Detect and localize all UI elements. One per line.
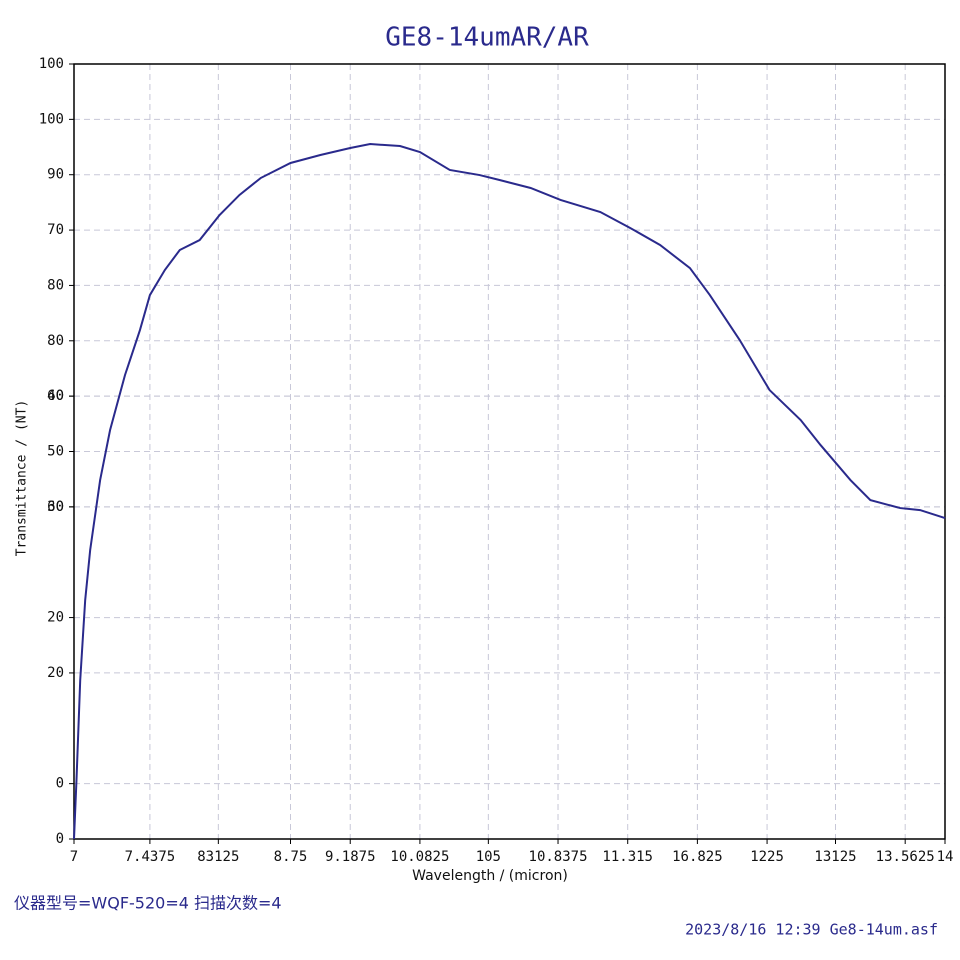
x-tick-label: 11.315 — [602, 849, 653, 865]
instrument-info: 仪器型号=WQF-520=4 扫描次数=4 — [14, 894, 282, 913]
x-tick-label: 8.75 — [274, 849, 308, 865]
data-line — [73, 143, 946, 840]
chart-title: GE8-14umAR/AR — [385, 23, 589, 53]
x-tick-label: 13125 — [814, 849, 856, 865]
timestamp: 2023/8/16 12:39 Ge8-14um.asf — [685, 921, 938, 939]
y-tick-label: 0 — [56, 776, 64, 792]
y-tick-label: 70 — [47, 222, 64, 238]
y-tick-label: 80 — [47, 333, 64, 349]
y-tick-label: 20 — [47, 610, 64, 626]
x-tick-label: 7.4375 — [125, 849, 176, 865]
x-tick-label: 9.1875 — [325, 849, 376, 865]
y-tick-label: 80 — [47, 277, 64, 293]
y-tick-label: 100 — [39, 111, 64, 127]
x-tick-label: 7 — [70, 849, 78, 865]
y-tick-label: 20 — [47, 665, 64, 681]
y-tick-label: 90 — [47, 167, 64, 183]
x-tick-label: 14 — [937, 849, 954, 865]
x-tick-label: 10.8375 — [529, 849, 588, 865]
x-tick-label: 10.0825 — [390, 849, 449, 865]
plot-frame — [73, 63, 946, 840]
y-tick-label: 40 — [47, 388, 64, 404]
y-tick-label: 50 — [47, 444, 64, 460]
x-tick-label: 16.825 — [672, 849, 723, 865]
y-tick-label: 0 — [56, 831, 64, 847]
y-tick-label: 60 — [47, 499, 64, 515]
x-tick-label: 83125 — [197, 849, 239, 865]
x-tick-label: 1225 — [750, 849, 784, 865]
x-tick-label: 105 — [476, 849, 501, 865]
y-axis-label: Transmittance / (NT) — [15, 400, 30, 557]
y-tick-label: 30 — [47, 499, 64, 515]
x-axis-label: Wavelength / (micron) — [412, 868, 568, 884]
y-tick-label: 100 — [39, 56, 64, 72]
y-tick-label: 60 — [47, 388, 64, 404]
x-tick-label: 13.5625 — [876, 849, 935, 865]
